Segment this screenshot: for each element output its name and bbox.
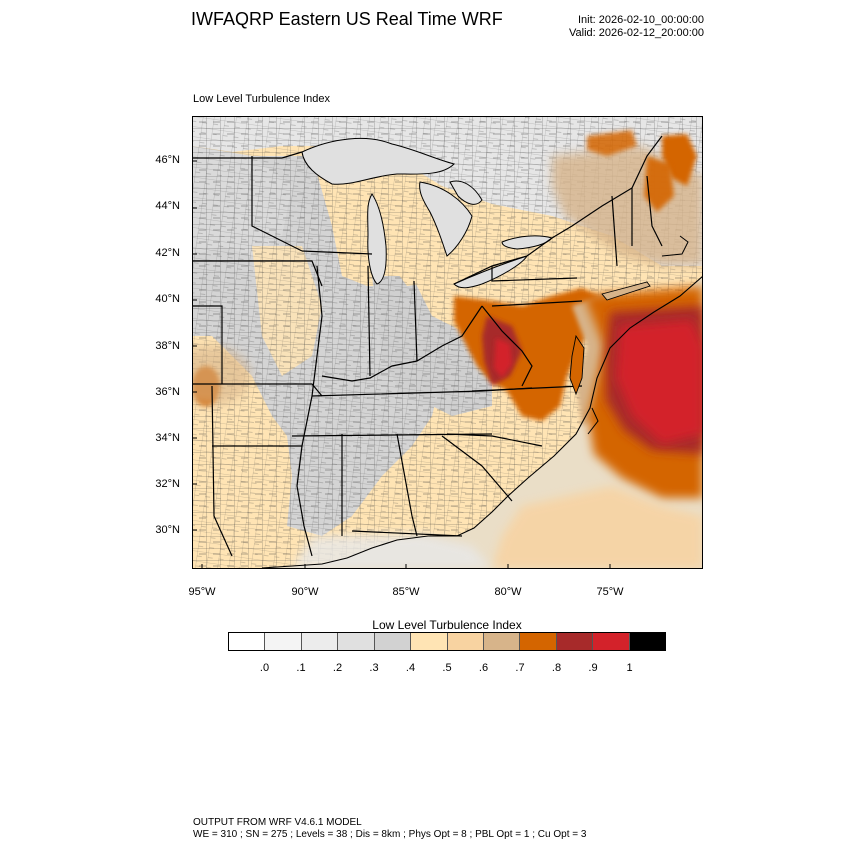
lon-label-80: 80°W	[494, 586, 522, 598]
border-va-wv	[481, 305, 533, 387]
legend-swatch	[593, 633, 630, 650]
great-lakes	[301, 137, 553, 289]
lon-label-90: 90°W	[291, 586, 319, 598]
lake-huron	[419, 181, 473, 257]
offshore-red	[616, 320, 703, 444]
border-il-in	[367, 265, 371, 377]
axis-ticks	[192, 160, 611, 569]
lon-label-85: 85°W	[392, 586, 420, 598]
legend-tick-label: .7	[515, 662, 525, 674]
gulf-tan	[292, 534, 492, 569]
lat-label-42: 42°N	[155, 247, 180, 259]
border-mississippi	[296, 265, 323, 557]
border-nc-sc	[446, 433, 543, 447]
legend-tick-label: .9	[588, 662, 598, 674]
appalachian-red	[494, 338, 512, 378]
turbulence-hotspots	[192, 130, 703, 569]
lat-label-46: 46°N	[155, 154, 180, 166]
long-island	[601, 281, 651, 301]
outer-banks	[587, 407, 599, 435]
map-canvas	[192, 116, 703, 569]
legend-tick-label: .1	[296, 662, 306, 674]
lat-label-40: 40°N	[155, 293, 180, 305]
map-panel	[192, 116, 703, 569]
legend-swatch	[411, 633, 448, 650]
lake-superior	[301, 137, 455, 185]
init-time: Init: 2026-02-10_00:00:00	[578, 14, 704, 26]
border-mo-ar	[192, 383, 323, 397]
legend-swatch	[374, 633, 412, 650]
footer-config-line: WE = 310 ; SN = 275 ; Levels = 38 ; Dis …	[193, 829, 587, 840]
border-pa-md	[491, 300, 583, 307]
legend-tick-label: .2	[332, 662, 343, 674]
border-tx	[211, 385, 233, 557]
legend-colorbar	[228, 632, 666, 651]
state-boundaries	[192, 135, 663, 557]
lake-ontario	[501, 235, 553, 250]
border-pa-ny	[491, 266, 578, 282]
legend-swatch	[629, 633, 666, 650]
border-ga-sc	[441, 435, 513, 502]
lat-label-34: 34°N	[155, 432, 180, 444]
border-wi-il	[301, 250, 373, 255]
init-valid-times: Init: 2026-02-10_00:00:00 Valid: 2026-02…	[569, 14, 704, 40]
legend-swatch	[447, 633, 484, 650]
border-al-ga	[396, 433, 418, 537]
chesapeake-bay	[569, 334, 585, 396]
border-va-nc	[471, 385, 583, 392]
legend-tick-label: .3	[369, 662, 379, 674]
border-canada	[192, 135, 663, 285]
legend-swatch	[265, 633, 302, 650]
map-title: IWFAQRP Eastern US Real Time WRF	[191, 9, 503, 29]
border-ny-vt	[611, 195, 618, 267]
map-subtitle: Low Level Turbulence Index	[193, 93, 330, 105]
quebec-orange	[587, 130, 637, 156]
border-ks-mo	[192, 305, 223, 384]
legend-tick-label: 1	[626, 662, 633, 674]
model-footer: OUTPUT FROM WRF V4.6.1 MODEL WE = 310 ; …	[193, 817, 586, 841]
border-new-england	[631, 175, 663, 247]
footer-model-line: OUTPUT FROM WRF V4.6.1 MODEL	[193, 817, 362, 828]
lon-label-75: 75°W	[596, 586, 624, 598]
lake-erie	[453, 255, 529, 289]
georgian-bay	[449, 180, 483, 205]
map-frame	[192, 116, 703, 569]
legend-swatch	[556, 633, 594, 650]
border-fl	[351, 530, 463, 537]
legend-tick-label: .0	[259, 662, 270, 674]
lat-label-32: 32°N	[155, 478, 180, 490]
lake-michigan	[367, 193, 387, 285]
legend-title-text: Low Level Turbulence Index	[372, 618, 522, 632]
southeast-offshore-tan	[492, 486, 703, 569]
cape-cod	[661, 235, 689, 257]
coastline	[261, 275, 703, 569]
lat-label-38: 38°N	[155, 340, 180, 352]
border-ohio-river	[321, 305, 483, 382]
oklahoma-halo	[192, 346, 250, 406]
legend-swatch	[483, 633, 521, 650]
legend-tick-label: .8	[551, 662, 562, 674]
lat-label-44: 44°N	[155, 200, 180, 212]
legend-swatch	[301, 633, 339, 650]
border-mn-wi	[251, 156, 303, 252]
legend-tick-label: .4	[405, 662, 416, 674]
legend-swatch	[520, 633, 557, 650]
border-in-oh	[413, 280, 418, 362]
legend-tick-label: .6	[478, 662, 489, 674]
new-england-orange	[644, 156, 674, 212]
valid-time: Valid: 2026-02-12_20:00:00	[569, 27, 704, 39]
lon-label-95: 95°W	[188, 586, 216, 598]
legend-title: Low Level Turbulence Index	[0, 618, 850, 632]
legend-swatch	[229, 633, 266, 650]
lat-label-30: 30°N	[155, 524, 180, 536]
legend-tick-label: .5	[442, 662, 452, 674]
legend-swatch	[338, 633, 375, 650]
lat-label-36: 36°N	[155, 386, 180, 398]
